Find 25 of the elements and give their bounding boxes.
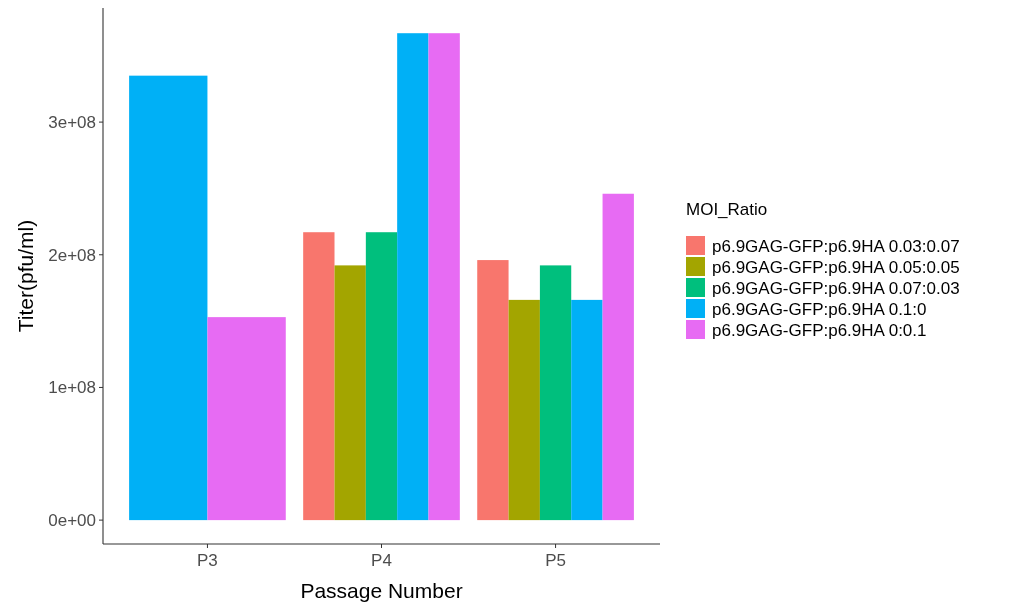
y-tick-label: 3e+08 (48, 113, 96, 133)
legend-label: p6.9GAG-GFP:p6.9HA 0.05:0.05 (712, 257, 960, 277)
y-axis-title: Titer(pfu/ml) (14, 219, 37, 333)
x-tick-label: P3 (197, 551, 218, 570)
bar (428, 33, 460, 521)
bar (365, 232, 398, 521)
bar (303, 232, 335, 521)
bar (397, 33, 429, 521)
y-tick-label: 1e+08 (48, 378, 96, 398)
x-axis-title: Passage Number (300, 579, 463, 602)
legend-label: p6.9GAG-GFP:p6.9HA 0.03:0.07 (712, 236, 960, 256)
legend-title: MOI_Ratio (686, 200, 768, 219)
legend-label: p6.9GAG-GFP:p6.9HA 0.1:0 (712, 299, 927, 319)
y-tick-label: 0e+00 (48, 511, 96, 531)
bar (539, 265, 572, 521)
bar (602, 193, 634, 521)
bar (508, 299, 540, 521)
x-tick-label: P4 (371, 551, 392, 570)
legend-label: p6.9GAG-GFP:p6.9HA 0:0.1 (712, 320, 927, 340)
bar (571, 299, 603, 521)
x-tick-label: P5 (545, 551, 566, 570)
y-tick-label: 2e+08 (48, 245, 96, 265)
bar (477, 260, 509, 521)
bar (334, 265, 366, 521)
legend-label: p6.9GAG-GFP:p6.9HA 0.07:0.03 (712, 278, 960, 298)
